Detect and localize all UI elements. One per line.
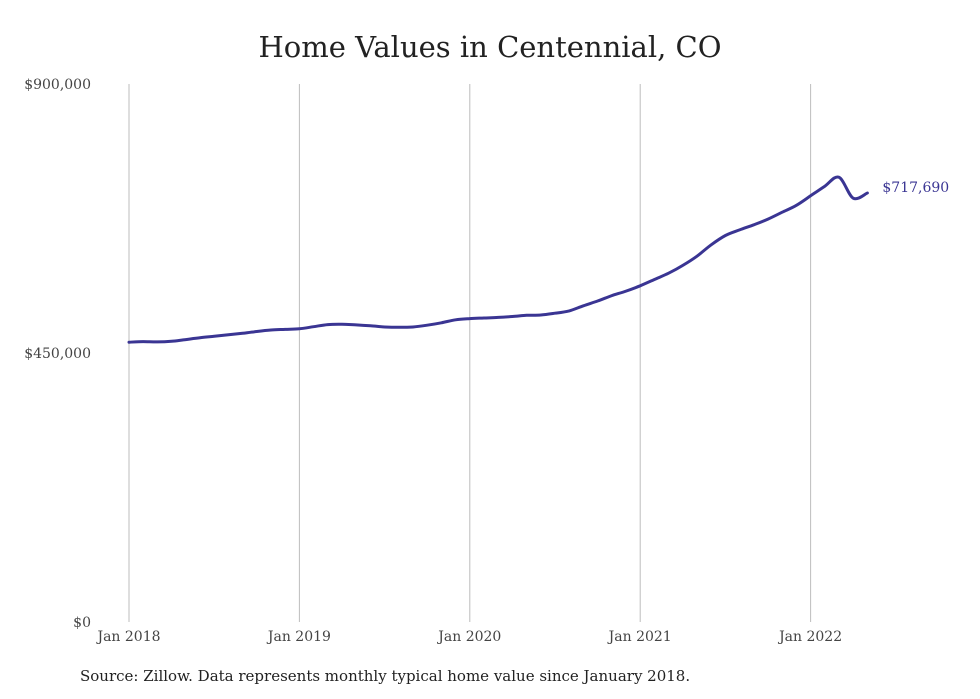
data-point (497, 316, 500, 319)
data-point (866, 192, 869, 195)
data-point (596, 300, 599, 303)
chart-title: Home Values in Centennial, CO (258, 30, 722, 64)
data-point (710, 243, 713, 246)
data-point (227, 333, 230, 336)
data-point (639, 284, 642, 287)
data-point (369, 324, 372, 327)
x-tick-label: Jan 2019 (266, 629, 331, 645)
data-point (241, 332, 244, 335)
grid-lines (128, 84, 812, 622)
data-point (781, 211, 784, 214)
end-value-label: $717,690 (882, 180, 949, 196)
data-point (255, 330, 258, 333)
data-point (568, 309, 571, 312)
data-point (795, 204, 798, 207)
data-point (823, 185, 826, 188)
data-point (554, 312, 557, 315)
source-note: Source: Zillow. Data represents monthly … (80, 667, 691, 685)
data-point (170, 340, 173, 343)
data-point (525, 314, 528, 317)
data-point (625, 290, 628, 293)
data-point (184, 338, 187, 341)
x-tick-label: Jan 2022 (777, 629, 842, 645)
data-point (312, 325, 315, 328)
y-axis: $0 $450,000 $900,000 (24, 77, 91, 631)
data-point (738, 228, 741, 231)
data-point (752, 223, 755, 226)
data-point (383, 326, 386, 329)
y-tick-label: $0 (73, 615, 91, 631)
data-point (511, 315, 514, 318)
data-point (610, 294, 613, 297)
data-point (767, 218, 770, 221)
data-point (582, 304, 585, 307)
data-point (539, 314, 542, 317)
data-point (355, 323, 358, 326)
data-point (270, 329, 273, 332)
data-point (156, 340, 159, 343)
data-point (213, 335, 216, 338)
data-point (284, 328, 287, 331)
x-tick-label: Jan 2018 (95, 629, 160, 645)
data-point (142, 340, 145, 343)
y-tick-label: $450,000 (24, 346, 91, 362)
y-tick-label: $900,000 (24, 77, 91, 93)
x-tick-label: Jan 2021 (607, 629, 672, 645)
data-point (397, 326, 400, 329)
data-point (468, 317, 471, 320)
data-point (852, 197, 855, 200)
data-point (483, 317, 486, 320)
data-point (696, 255, 699, 258)
data-point (667, 272, 670, 275)
x-tick-label: Jan 2020 (436, 629, 501, 645)
data-point (199, 336, 202, 339)
data-point (128, 341, 131, 344)
series-line-0 (127, 175, 869, 344)
data-point (426, 324, 429, 327)
data-point (724, 234, 727, 237)
data-point (298, 327, 301, 330)
series-layer: $717,690 (127, 175, 949, 344)
data-point (412, 326, 415, 329)
data-point (681, 264, 684, 267)
data-point (838, 176, 841, 179)
data-point (440, 321, 443, 324)
data-point (653, 278, 656, 281)
data-point (341, 323, 344, 326)
x-axis: Jan 2018 Jan 2019 Jan 2020 Jan 2021 Jan 2022 (95, 629, 842, 645)
data-point (809, 194, 812, 197)
data-point (454, 318, 457, 321)
data-point (326, 323, 329, 326)
